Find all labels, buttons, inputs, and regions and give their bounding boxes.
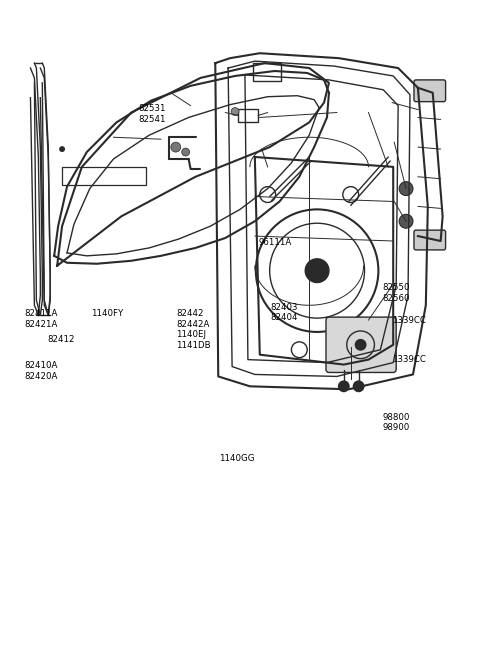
FancyBboxPatch shape	[414, 230, 445, 250]
Text: 1140FY: 1140FY	[91, 309, 123, 318]
Circle shape	[305, 259, 329, 282]
Text: 82531
82541: 82531 82541	[138, 104, 166, 124]
Text: 82410A
82420A: 82410A 82420A	[24, 361, 58, 381]
Text: 1140GG: 1140GG	[219, 454, 254, 462]
Text: 98800
98900: 98800 98900	[383, 413, 410, 432]
Text: 82550
82560: 82550 82560	[383, 284, 410, 303]
Circle shape	[171, 142, 180, 152]
Circle shape	[338, 381, 350, 392]
Circle shape	[182, 148, 190, 156]
Circle shape	[353, 381, 364, 392]
Text: 1339CC: 1339CC	[392, 316, 426, 325]
Circle shape	[399, 214, 413, 228]
Text: 82411A
82421A: 82411A 82421A	[24, 309, 58, 329]
Circle shape	[59, 146, 65, 152]
Circle shape	[399, 181, 413, 196]
Text: 1339CC: 1339CC	[392, 355, 426, 364]
Bar	[62, 167, 146, 185]
Text: 82412: 82412	[48, 335, 75, 345]
FancyBboxPatch shape	[414, 80, 445, 102]
Text: 96111A: 96111A	[259, 238, 292, 247]
FancyBboxPatch shape	[326, 317, 396, 373]
Text: 82403
82404: 82403 82404	[271, 303, 299, 322]
Bar	[238, 109, 258, 122]
Circle shape	[355, 339, 367, 350]
Text: 82442
82442A
1140EJ
1141DB: 82442 82442A 1140EJ 1141DB	[176, 309, 211, 350]
Circle shape	[231, 107, 239, 115]
Bar	[253, 63, 280, 81]
